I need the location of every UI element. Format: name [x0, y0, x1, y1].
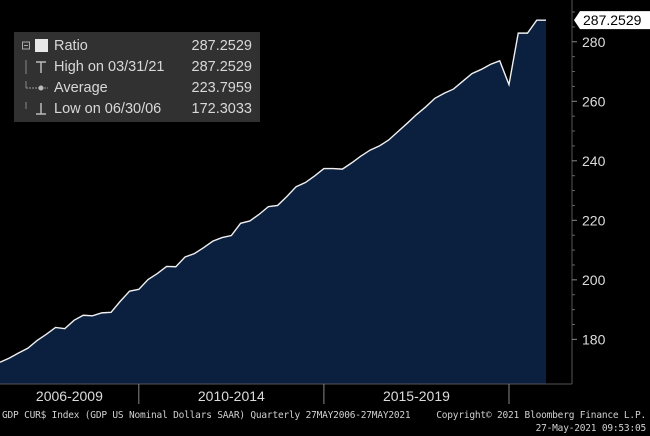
y-axis: 180 200 220 240 260 280 287.2529 — [571, 0, 650, 384]
legend-row-ratio[interactable]: Ratio 287.2529 — [14, 36, 260, 56]
legend-row-average: Average 223.7959 — [14, 78, 260, 98]
filled-square-icon — [22, 39, 48, 52]
y-tick-label: 240 — [582, 153, 606, 169]
legend-label-ratio: Ratio — [54, 38, 88, 54]
x-axis: 2006-2009 2010-2014 2015-2019 — [0, 383, 572, 404]
y-tick-label: 200 — [582, 272, 606, 288]
legend-value-ratio: 287.2529 — [191, 38, 252, 54]
last-value-box — [574, 11, 650, 30]
footer-copyright: Copyright© 2021 Bloomberg Finance L.P. — [436, 410, 646, 421]
series-area-ratio — [0, 20, 546, 385]
low-marker-icon — [25, 102, 46, 115]
legend-value-average: 223.7959 — [191, 80, 252, 96]
footer-source: GDP CUR$ Index (GDP US Nominal Dollars S… — [2, 410, 411, 421]
high-marker-icon — [25, 60, 46, 74]
legend-label-low: Low on 06/30/06 — [54, 101, 162, 117]
footer-timestamp: 27-May-2021 09:53:05 — [535, 423, 647, 434]
y-tick-label: 180 — [582, 331, 606, 347]
legend-label-high: High on 03/31/21 — [54, 59, 165, 75]
legend-row-low: Low on 06/30/06 172.3033 — [14, 99, 260, 119]
average-marker-icon — [25, 81, 48, 91]
series-line-ratio — [0, 19, 546, 363]
legend-value-high: 287.2529 — [191, 59, 252, 75]
plot-area — [0, 19, 546, 385]
legend: Ratio 287.2529 High on 03/31/21 287.2529… — [14, 32, 260, 122]
x-period-label: 2010-2014 — [198, 388, 265, 404]
y-tick-label: 260 — [582, 93, 606, 109]
y-tick-label: 280 — [582, 34, 606, 50]
x-period-label: 2006-2009 — [36, 388, 103, 404]
legend-label-average: Average — [54, 80, 108, 96]
x-period-label: 2015-2019 — [383, 388, 450, 404]
y-tick-label: 220 — [582, 212, 606, 228]
last-value-label: 287.2529 — [583, 12, 642, 28]
legend-value-low: 172.3033 — [191, 101, 252, 117]
legend-row-high: High on 03/31/21 287.2529 — [14, 57, 260, 77]
